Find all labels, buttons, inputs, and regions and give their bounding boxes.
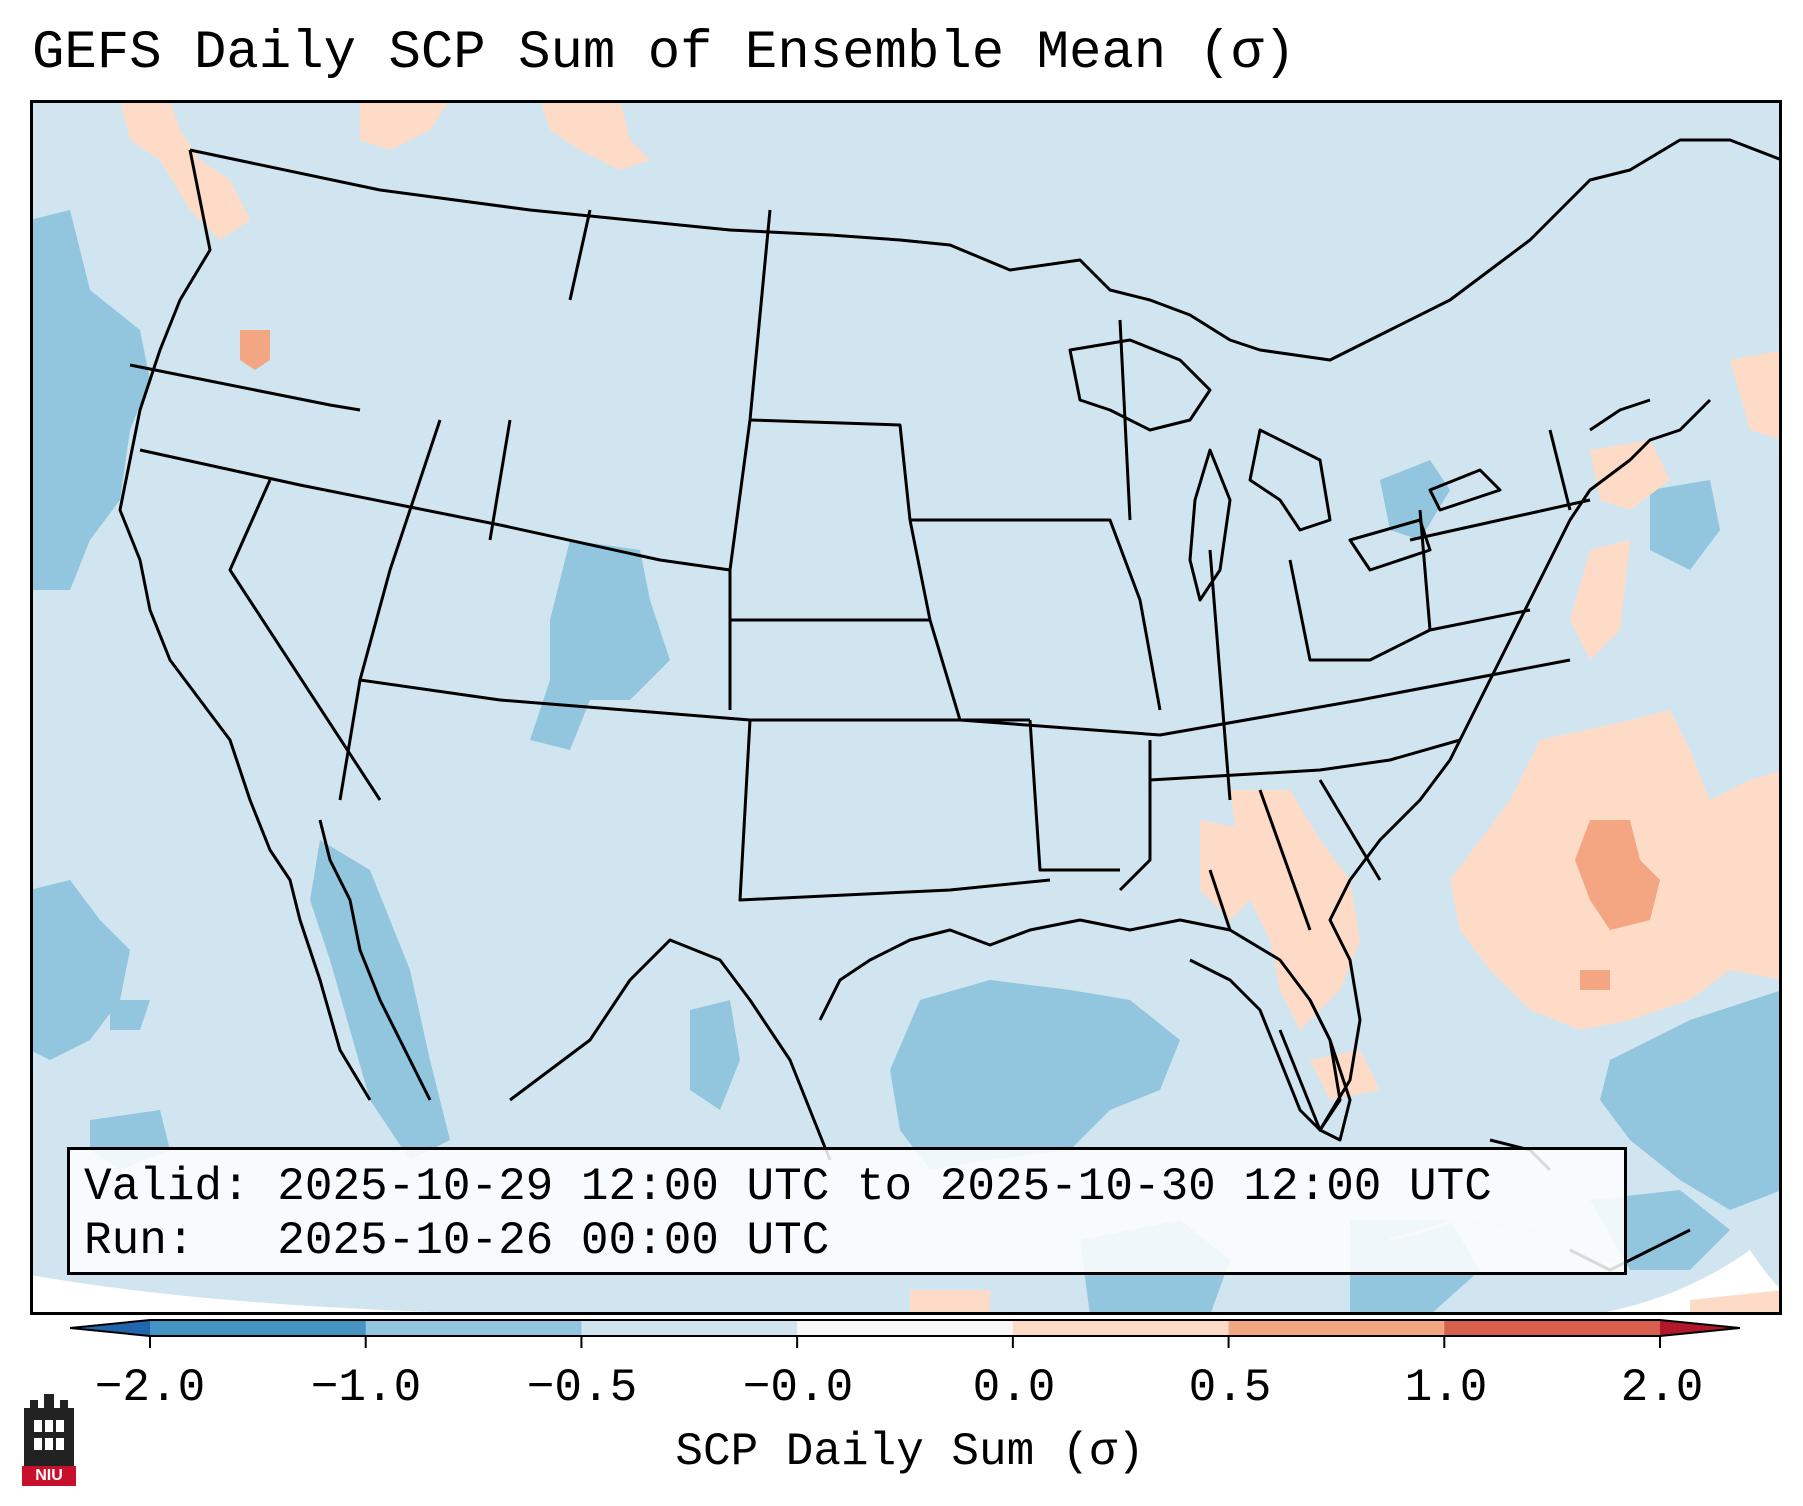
colorbar-tick-label-3: −0.0 [742, 1362, 854, 1414]
valid-time-text: Valid: 2025-10-29 12:00 UTC to 2025-10-3… [84, 1161, 1492, 1213]
colorbar-bin-4 [1012, 1320, 1230, 1336]
colorbar-bin-2 [581, 1320, 798, 1336]
projection-edge-left [30, 1275, 550, 1315]
map-border [30, 100, 1782, 1315]
colorbar-tick-label-6: 1.0 [1404, 1362, 1488, 1414]
colorbar-bin-0 [150, 1320, 367, 1336]
colorbar-tick-label-4: 0.0 [972, 1362, 1056, 1414]
colorbar-bin-5 [1228, 1320, 1445, 1336]
colorbar-tick-label-2: −0.5 [526, 1362, 638, 1414]
colorbar-tick-label-1: −1.0 [310, 1362, 422, 1414]
chart-title: GEFS Daily SCP Sum of Ensemble Mean (σ) [32, 23, 1296, 84]
run-time-text: Run: 2025-10-26 00:00 UTC [84, 1215, 830, 1267]
colorbar-bin-1 [365, 1320, 582, 1336]
map-svg [30, 100, 1782, 1315]
valid-run-info-box: Valid: 2025-10-29 12:00 UTC to 2025-10-3… [67, 1147, 1627, 1275]
anomaly-positive-strong [240, 330, 1660, 990]
logo-text: NIU [22, 1466, 76, 1486]
colorbar-tick-label-7: 2.0 [1620, 1362, 1704, 1414]
colorbar [70, 1319, 1740, 1348]
colorbar-tick-label-0: −2.0 [94, 1362, 206, 1414]
castle-icon [24, 1394, 74, 1468]
colorbar-over-triangle [1660, 1320, 1740, 1336]
colorbar-bin-6 [1444, 1320, 1661, 1336]
colorbar-title: SCP Daily Sum (σ) [675, 1426, 1145, 1478]
niu-logo: NIU [20, 1390, 78, 1488]
colorbar-outline [70, 1319, 1740, 1337]
colorbar-under-triangle [70, 1320, 150, 1336]
map-panel [30, 100, 1782, 1315]
colorbar-bin-3 [797, 1320, 1014, 1336]
colorbar-tick-label-5: 0.5 [1188, 1362, 1272, 1414]
